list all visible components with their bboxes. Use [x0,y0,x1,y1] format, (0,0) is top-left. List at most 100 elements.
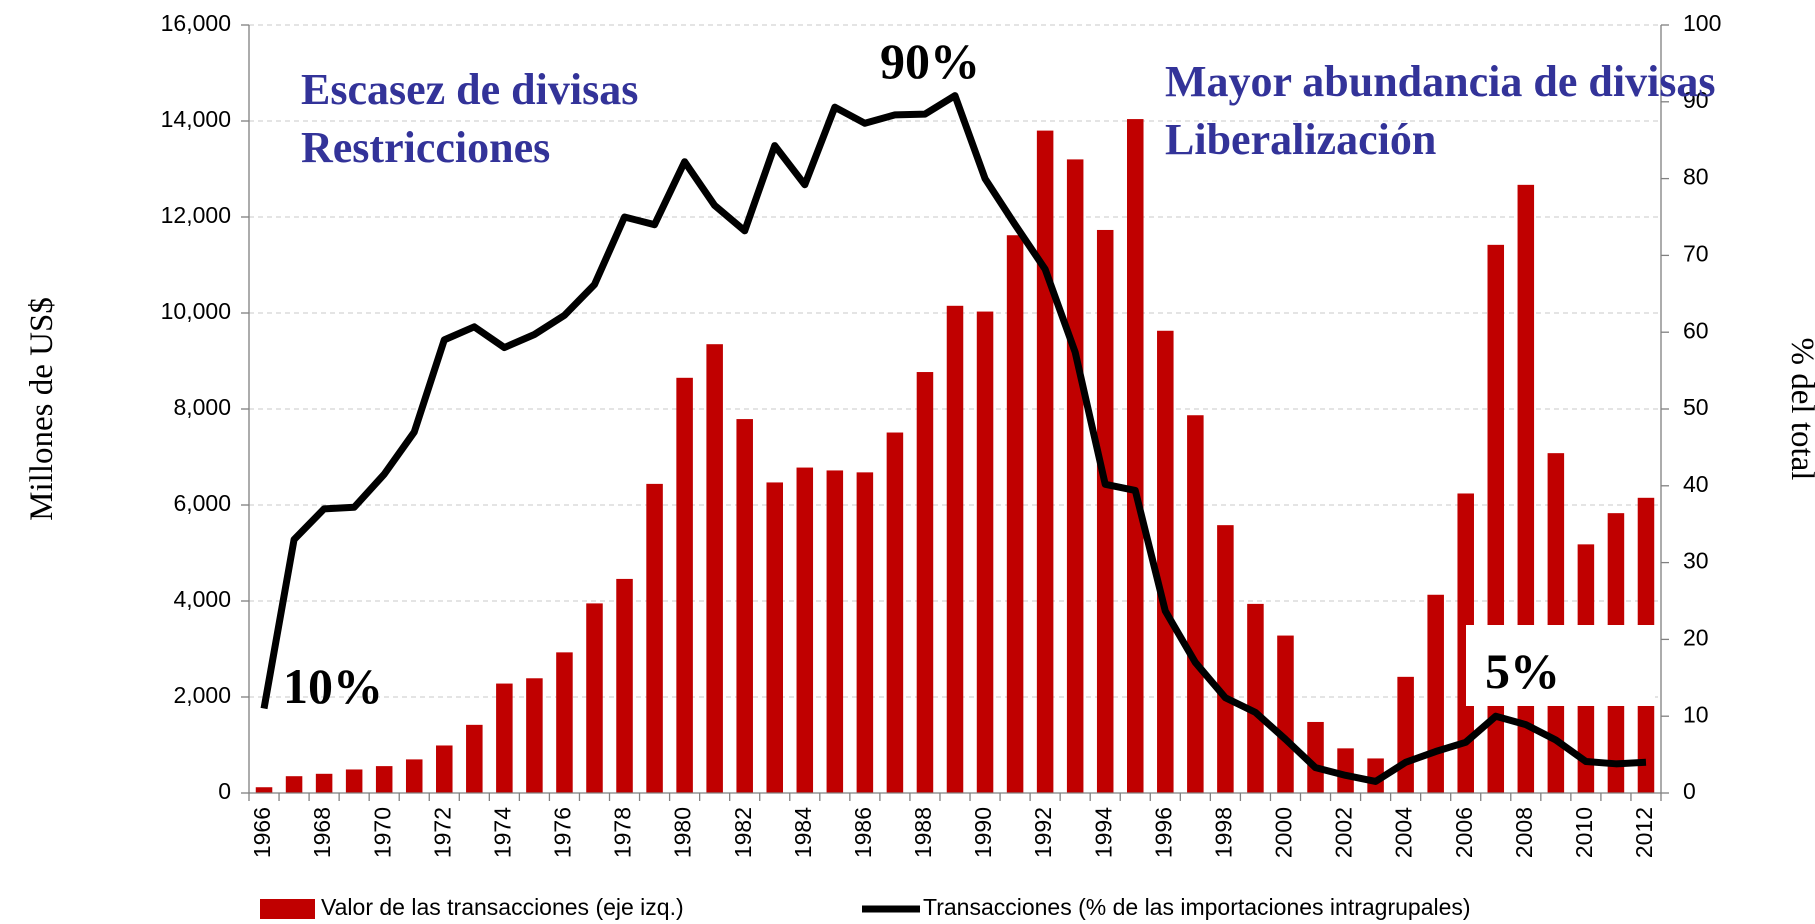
legend-swatch [260,899,315,919]
annotation: Mayor abundancia de divisas [1165,57,1716,106]
bar [285,776,303,793]
bar [1126,119,1144,793]
bar [916,372,934,793]
bar [1157,330,1174,793]
bar [1337,748,1354,793]
y2-axis-title: % del total [1784,338,1815,481]
x-tick-label: 1966 [249,807,275,858]
x-tick-label: 1998 [1210,807,1236,858]
y2-tick-label: 20 [1683,624,1709,650]
y2-tick-label: 50 [1683,394,1709,420]
x-tick-label: 2008 [1511,807,1537,858]
x-tick-label: 1968 [309,807,335,858]
bar [1187,415,1204,793]
x-tick-label: 1996 [1150,807,1176,858]
bar [1217,525,1234,793]
bar [1006,235,1024,794]
y-tick-label: 16,000 [161,10,231,36]
bar [405,759,423,793]
bar [526,678,543,793]
bar [1277,635,1294,793]
bar [1457,493,1474,793]
bar [1307,721,1324,793]
y2-tick-label: 80 [1683,164,1709,190]
x-tick-label: 1982 [730,807,756,858]
x-tick-label: 1978 [610,807,636,858]
bar [496,683,513,793]
bar [375,766,393,793]
x-tick-label: 1990 [970,807,996,858]
bar [796,467,814,793]
y-tick-label: 8,000 [173,394,231,420]
y2-tick-label: 40 [1683,471,1709,497]
bar [1247,603,1264,793]
bar [1096,229,1114,793]
bar [946,305,964,793]
x-tick-label: 1984 [790,807,816,858]
x-tick-label: 2000 [1271,807,1297,858]
bar [466,724,483,793]
plot: 0 2,000 4,000 6,000 8,000 10,000 12,000 14,000 1… [161,10,1722,858]
bar [766,482,784,793]
bar [1036,130,1054,794]
annotation: 5% [1485,643,1560,699]
annotation: Escasez de divisas [301,65,638,114]
x-tick-label: 1970 [369,807,395,858]
bar [1487,244,1505,794]
y-tick-label: 12,000 [161,202,231,228]
x-tick-label: 2004 [1391,807,1417,858]
y2-tick-label: 10 [1683,701,1709,727]
x-tick-label: 2012 [1631,807,1657,858]
bar [826,470,844,793]
bar [676,377,693,793]
bar [1547,453,1565,793]
x-tick-label: 2006 [1451,807,1477,858]
annotation: 10% [283,658,383,714]
y2-tick-label: 100 [1683,10,1721,36]
y-tick-label: 0 [218,778,231,804]
x-tick-label: 1988 [910,807,936,858]
bar [886,432,904,793]
legend-label: Valor de las transacciones (eje izq.) [321,894,684,920]
x-tick-label: 1980 [670,807,696,858]
y-tick-label: 10,000 [161,298,231,324]
bar [646,483,663,793]
label-background [1466,625,1655,706]
x-tick-label: 2010 [1571,807,1597,858]
legend-label: Transacciones (% de las importaciones in… [923,894,1471,920]
bar [856,472,874,793]
annotation: Restricciones [301,123,550,172]
line [260,92,1647,785]
x-tick-label: 1972 [429,807,455,858]
bar [315,773,333,793]
annotations: Escasez de divisas Restricciones Mayor a… [283,33,1716,714]
bar [345,769,363,793]
x-tick-label: 1974 [489,807,515,858]
bar [1066,159,1084,793]
bar [556,652,573,793]
y2-tick-label: 30 [1683,548,1709,574]
bar [586,603,603,793]
y2-tick-label: 90 [1683,87,1709,113]
bar [436,745,453,793]
y-tick-label: 14,000 [161,106,231,132]
x-tick-label: 1986 [850,807,876,858]
annotation: 90% [880,33,980,89]
bar [736,419,753,793]
x-tick-label: 1992 [1030,807,1056,858]
x-tick-label: 2002 [1331,807,1357,858]
bar [976,311,994,793]
y-tick-label: 6,000 [173,490,231,516]
bar [616,578,633,793]
y-tick-label: 4,000 [173,586,231,612]
y2-tick-label: 60 [1683,317,1709,343]
y2-tick-label: 70 [1683,240,1709,266]
y2-tick-label: 0 [1683,778,1696,804]
y-tick-label: 2,000 [173,682,231,708]
x-tick-label: 1994 [1090,807,1116,858]
x-tick-label: 1976 [550,807,576,858]
bar [1397,676,1414,793]
bar [1367,758,1384,793]
bar [1427,594,1444,793]
y-axis-title: Millones de US$ [24,297,60,521]
